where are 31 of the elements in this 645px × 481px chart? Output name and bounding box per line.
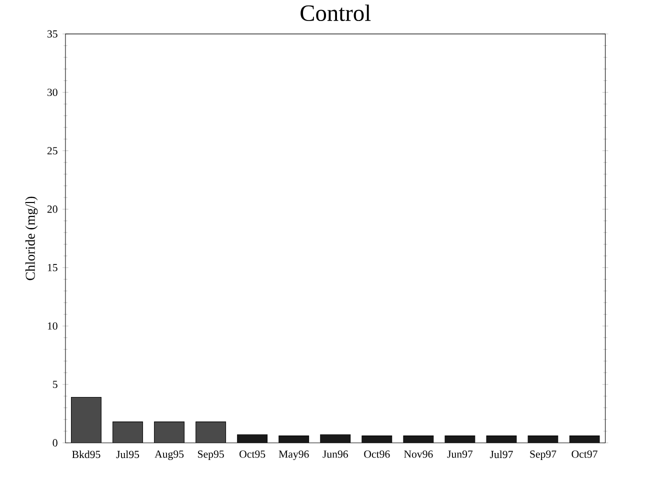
x-tick-label: Bkd95: [72, 450, 100, 458]
x-tick-label: Oct95: [240, 450, 266, 458]
y-tick-label: 10: [48, 322, 58, 330]
x-tick-label: Oct96: [364, 450, 390, 458]
bar: [237, 434, 268, 443]
y-tick-label: 30: [47, 88, 58, 96]
y-tick-label: 35: [47, 30, 58, 38]
y-tick-label: 0: [52, 439, 58, 446]
x-tick-label: Nov96: [404, 450, 433, 458]
y-tick-label: 15: [48, 264, 58, 272]
chart-title: Control: [300, 4, 371, 21]
bar: [528, 435, 558, 443]
bar: [569, 435, 600, 443]
bar: [362, 435, 392, 443]
x-tick-label: Sep95: [198, 450, 224, 460]
y-tick-label: 20: [47, 205, 58, 213]
y-tick-label: 25: [47, 146, 58, 154]
bar: [444, 435, 476, 443]
x-tick-label: Oct97: [572, 450, 598, 458]
x-tick-label: May96: [278, 450, 309, 460]
x-tick-label: Jul97: [490, 450, 513, 458]
bar: [278, 435, 310, 443]
x-tick-label: Jun96: [322, 450, 348, 458]
bar: [154, 421, 184, 443]
x-tick-label: Jun97: [447, 450, 473, 458]
bar: [71, 396, 102, 443]
x-tick-label: Jul95: [116, 450, 140, 458]
x-tick-label: Aug95: [154, 450, 184, 460]
x-tick-label: Sep97: [530, 450, 556, 460]
y-axis-title: Chloride (mg/l): [25, 196, 38, 280]
y-tick-label: 5: [53, 380, 58, 388]
